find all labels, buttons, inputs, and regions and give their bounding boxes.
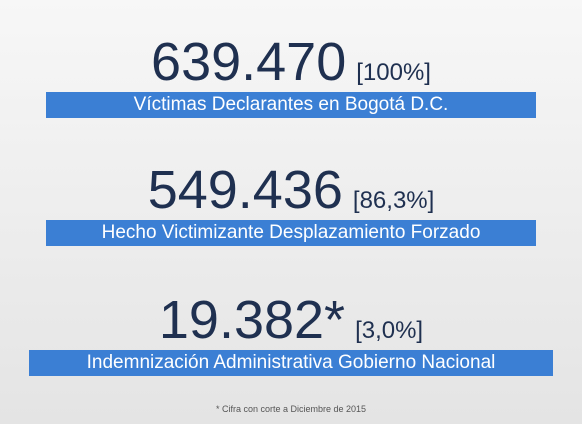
stat-block: 549.436 [86,3%] Hecho Victimizante Despla… <box>0 160 582 246</box>
stat-label: Víctimas Declarantes en Bogotá D.C. <box>46 92 536 118</box>
stat-block: 19.382* [3,0%] Indemnización Administrati… <box>0 290 582 376</box>
footnote: * Cifra con corte a Diciembre de 2015 <box>215 404 367 414</box>
stat-label: Indemnización Administrativa Gobierno Na… <box>29 350 553 376</box>
stat-block: 639.470 [100%] Víctimas Declarantes en Bo… <box>0 32 582 118</box>
stat-percent: [86,3%] <box>352 187 435 214</box>
stat-percent: [3,0%] <box>355 317 424 344</box>
stat-number: 19.382* <box>158 290 346 350</box>
headline: 549.436 [86,3%] <box>0 160 582 220</box>
stat-number: 549.436 <box>147 160 343 220</box>
stat-number: 639.470 <box>151 32 347 92</box>
stat-percent: [100%] <box>356 59 431 86</box>
headline: 639.470 [100%] <box>0 32 582 92</box>
stat-label: Hecho Victimizante Desplazamiento Forzad… <box>46 220 536 246</box>
headline: 19.382* [3,0%] <box>0 290 582 350</box>
